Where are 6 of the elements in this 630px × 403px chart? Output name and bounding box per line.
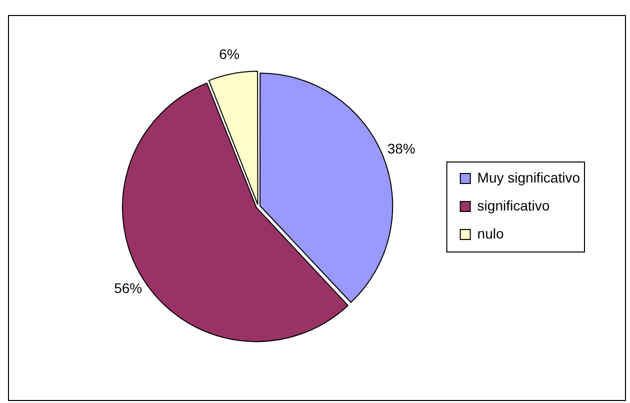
legend-label: Muy significativo <box>477 169 580 186</box>
legend-label: nulo <box>477 225 504 242</box>
data-label: 56% <box>114 280 142 296</box>
data-label: 6% <box>219 46 240 62</box>
legend-label: significativo <box>477 197 550 214</box>
data-label: 38% <box>387 140 416 157</box>
